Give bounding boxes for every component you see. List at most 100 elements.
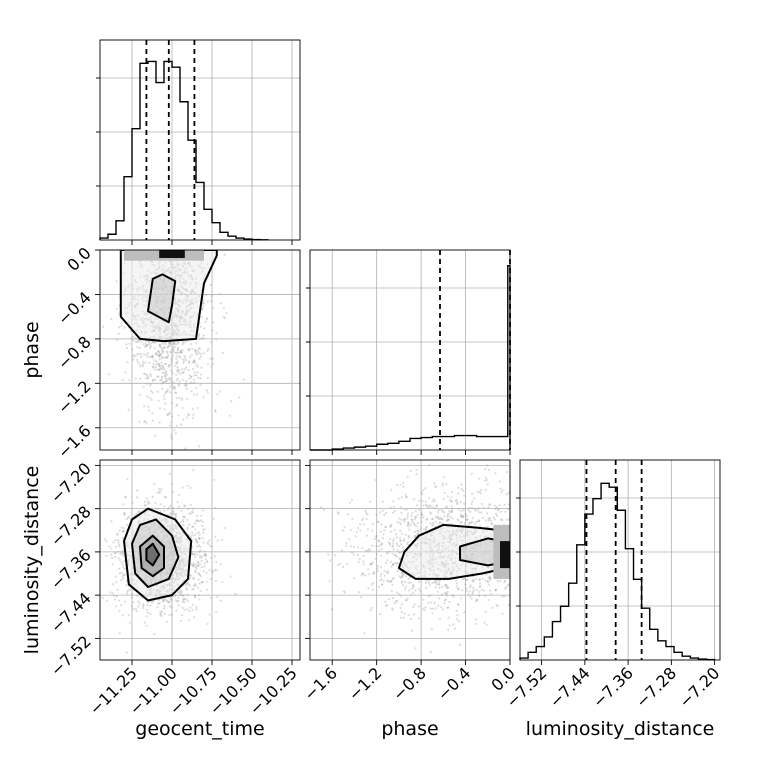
joint-geocent_time-phase-sample — [124, 371, 127, 374]
joint-geocent_time-phase-sample — [161, 381, 165, 384]
joint-geocent_time-phase-sample — [166, 390, 169, 393]
joint-phase-luminosity_distance-sample — [390, 590, 393, 593]
joint-phase-luminosity_distance-sample — [445, 506, 448, 509]
joint-geocent_time-luminosity_distance-sample — [194, 528, 197, 531]
joint-geocent_time-luminosity_distance-sample — [149, 604, 152, 607]
joint-geocent_time-phase-sample — [125, 343, 128, 346]
joint-geocent_time-phase-sample — [125, 346, 128, 349]
joint-geocent_time-phase-sample — [145, 343, 149, 347]
joint-geocent_time-phase-sample — [161, 242, 163, 244]
joint-geocent_time-phase-sample — [193, 374, 196, 377]
joint-geocent_time-phase-sample — [168, 342, 171, 345]
joint-phase-luminosity_distance-sample — [400, 511, 403, 514]
joint-geocent_time-phase-sample — [129, 337, 132, 340]
joint-geocent_time-phase-sample — [175, 379, 178, 382]
joint-phase-luminosity_distance-sample — [456, 502, 459, 506]
joint-phase-luminosity_distance-sample — [343, 526, 346, 529]
joint-phase-luminosity_distance-sample — [438, 597, 441, 600]
joint-phase-luminosity_distance-sample — [513, 594, 515, 596]
joint-geocent_time-phase-sample — [176, 242, 178, 244]
joint-phase-luminosity_distance-sample — [412, 586, 415, 589]
joint-geocent_time-phase-sample — [170, 380, 173, 383]
joint-phase-luminosity_distance-sample — [451, 517, 454, 520]
joint-phase-luminosity_distance-sample — [478, 519, 481, 523]
joint-geocent_time-luminosity_distance-sample — [191, 525, 194, 529]
joint-geocent_time-luminosity_distance-sample — [182, 515, 185, 518]
joint-geocent_time-phase-sample — [164, 343, 167, 346]
joint-phase-luminosity_distance-sample — [501, 595, 504, 598]
joint-phase-luminosity_distance-sample — [407, 578, 410, 581]
joint-geocent_time-luminosity_distance-sample — [123, 573, 126, 577]
joint-phase-luminosity_distance-sample — [442, 497, 445, 501]
joint-geocent_time-phase-sample — [185, 340, 188, 343]
joint-geocent_time-luminosity_distance-sample — [136, 594, 139, 597]
joint-geocent_time-luminosity_distance-sample — [221, 581, 224, 584]
joint-phase-luminosity_distance-sample — [424, 500, 427, 503]
joint-phase-luminosity_distance-sample — [356, 553, 359, 557]
joint-geocent_time-luminosity_distance-sample — [174, 513, 178, 516]
joint-phase-luminosity_distance-sample — [390, 523, 393, 527]
joint-phase-luminosity_distance-sample — [496, 509, 500, 512]
joint-geocent_time-luminosity_distance-sample — [207, 543, 210, 546]
joint-phase-luminosity_distance-sample — [490, 519, 493, 522]
joint-phase-luminosity_distance-sample — [383, 529, 386, 532]
joint-phase-luminosity_distance-sample — [494, 504, 497, 507]
joint-phase-luminosity_distance-sample — [348, 538, 351, 541]
joint-geocent_time-phase-sample — [158, 368, 161, 371]
joint-geocent_time-phase-sample — [162, 394, 165, 397]
joint-geocent_time-luminosity_distance-sample — [196, 545, 199, 548]
joint-geocent_time-phase-sample — [196, 353, 199, 356]
joint-geocent_time-luminosity_distance-sample — [183, 516, 186, 519]
joint-geocent_time-luminosity_distance-sample — [196, 541, 199, 544]
joint-phase-luminosity_distance-sample — [411, 629, 414, 632]
joint-geocent_time-phase-sample — [221, 351, 224, 355]
joint-geocent_time-phase-sample — [198, 347, 201, 350]
joint-phase-luminosity_distance-sample — [403, 612, 406, 615]
joint-geocent_time-luminosity_distance-sample — [123, 513, 126, 516]
joint-phase-luminosity_distance-sample — [511, 590, 513, 592]
joint-phase-luminosity_distance-sample — [485, 573, 488, 576]
joint-phase-luminosity_distance-sample — [450, 496, 453, 499]
joint-phase-luminosity_distance-sample — [447, 606, 450, 609]
joint-phase-luminosity_distance-sample — [511, 512, 513, 514]
joint-phase-luminosity_distance-sample — [431, 581, 434, 585]
joint-geocent_time-luminosity_distance-sample — [210, 545, 214, 548]
joint-geocent_time-phase-sample — [187, 348, 190, 351]
joint-phase-luminosity_distance-sample — [485, 623, 488, 626]
joint-phase-luminosity_distance-sample — [386, 580, 389, 583]
joint-phase-luminosity_distance-sample — [471, 521, 474, 524]
joint-geocent_time-phase-sample — [202, 334, 205, 337]
joint-geocent_time-luminosity_distance-sample — [212, 517, 215, 520]
joint-geocent_time-phase-sample — [181, 341, 184, 344]
joint-geocent_time-luminosity_distance-sample — [201, 581, 204, 584]
phase-ytick-label-3: −0.4 — [54, 288, 95, 329]
joint-phase-luminosity_distance-sample — [445, 594, 448, 597]
joint-geocent_time-luminosity_distance-sample — [163, 607, 166, 610]
joint-geocent_time-phase-sample — [195, 350, 198, 353]
joint-geocent_time-phase-sample — [162, 350, 165, 353]
joint-phase-luminosity_distance-sample — [398, 551, 402, 554]
joint-phase-luminosity_distance-sample — [448, 499, 452, 502]
joint-phase-luminosity_distance-sample — [501, 489, 504, 492]
joint-phase-luminosity_distance-sample — [465, 518, 468, 522]
joint-phase-luminosity_distance-sample — [432, 498, 435, 501]
joint-geocent_time-phase-sample — [215, 338, 218, 341]
joint-geocent_time-luminosity_distance-sample — [121, 575, 124, 578]
joint-geocent_time-luminosity_distance-sample — [135, 610, 138, 613]
joint-geocent_time-luminosity_distance-content — [101, 469, 237, 654]
joint-geocent_time-luminosity_distance-sample — [109, 591, 112, 594]
joint-phase-luminosity_distance-sample — [434, 485, 437, 488]
joint-geocent_time-luminosity_distance-sample — [120, 571, 123, 575]
joint-geocent_time-phase-sample — [199, 384, 202, 387]
joint-phase-luminosity_distance-sample — [463, 611, 466, 614]
joint-phase-luminosity_distance-sample — [505, 470, 508, 473]
joint-phase-luminosity_distance-sample — [443, 591, 446, 595]
joint-geocent_time-luminosity_distance-sample — [189, 503, 192, 507]
joint-phase-luminosity_distance-sample — [515, 600, 517, 602]
joint-phase-luminosity_distance-sample — [433, 601, 436, 605]
joint-geocent_time-luminosity_distance-sample — [193, 595, 196, 598]
joint-phase-luminosity_distance-sample — [391, 511, 394, 514]
joint-geocent_time-luminosity_distance-sample — [221, 538, 224, 542]
joint-phase-luminosity_distance-sample — [349, 545, 353, 548]
joint-geocent_time-luminosity_distance-sample — [186, 608, 189, 611]
